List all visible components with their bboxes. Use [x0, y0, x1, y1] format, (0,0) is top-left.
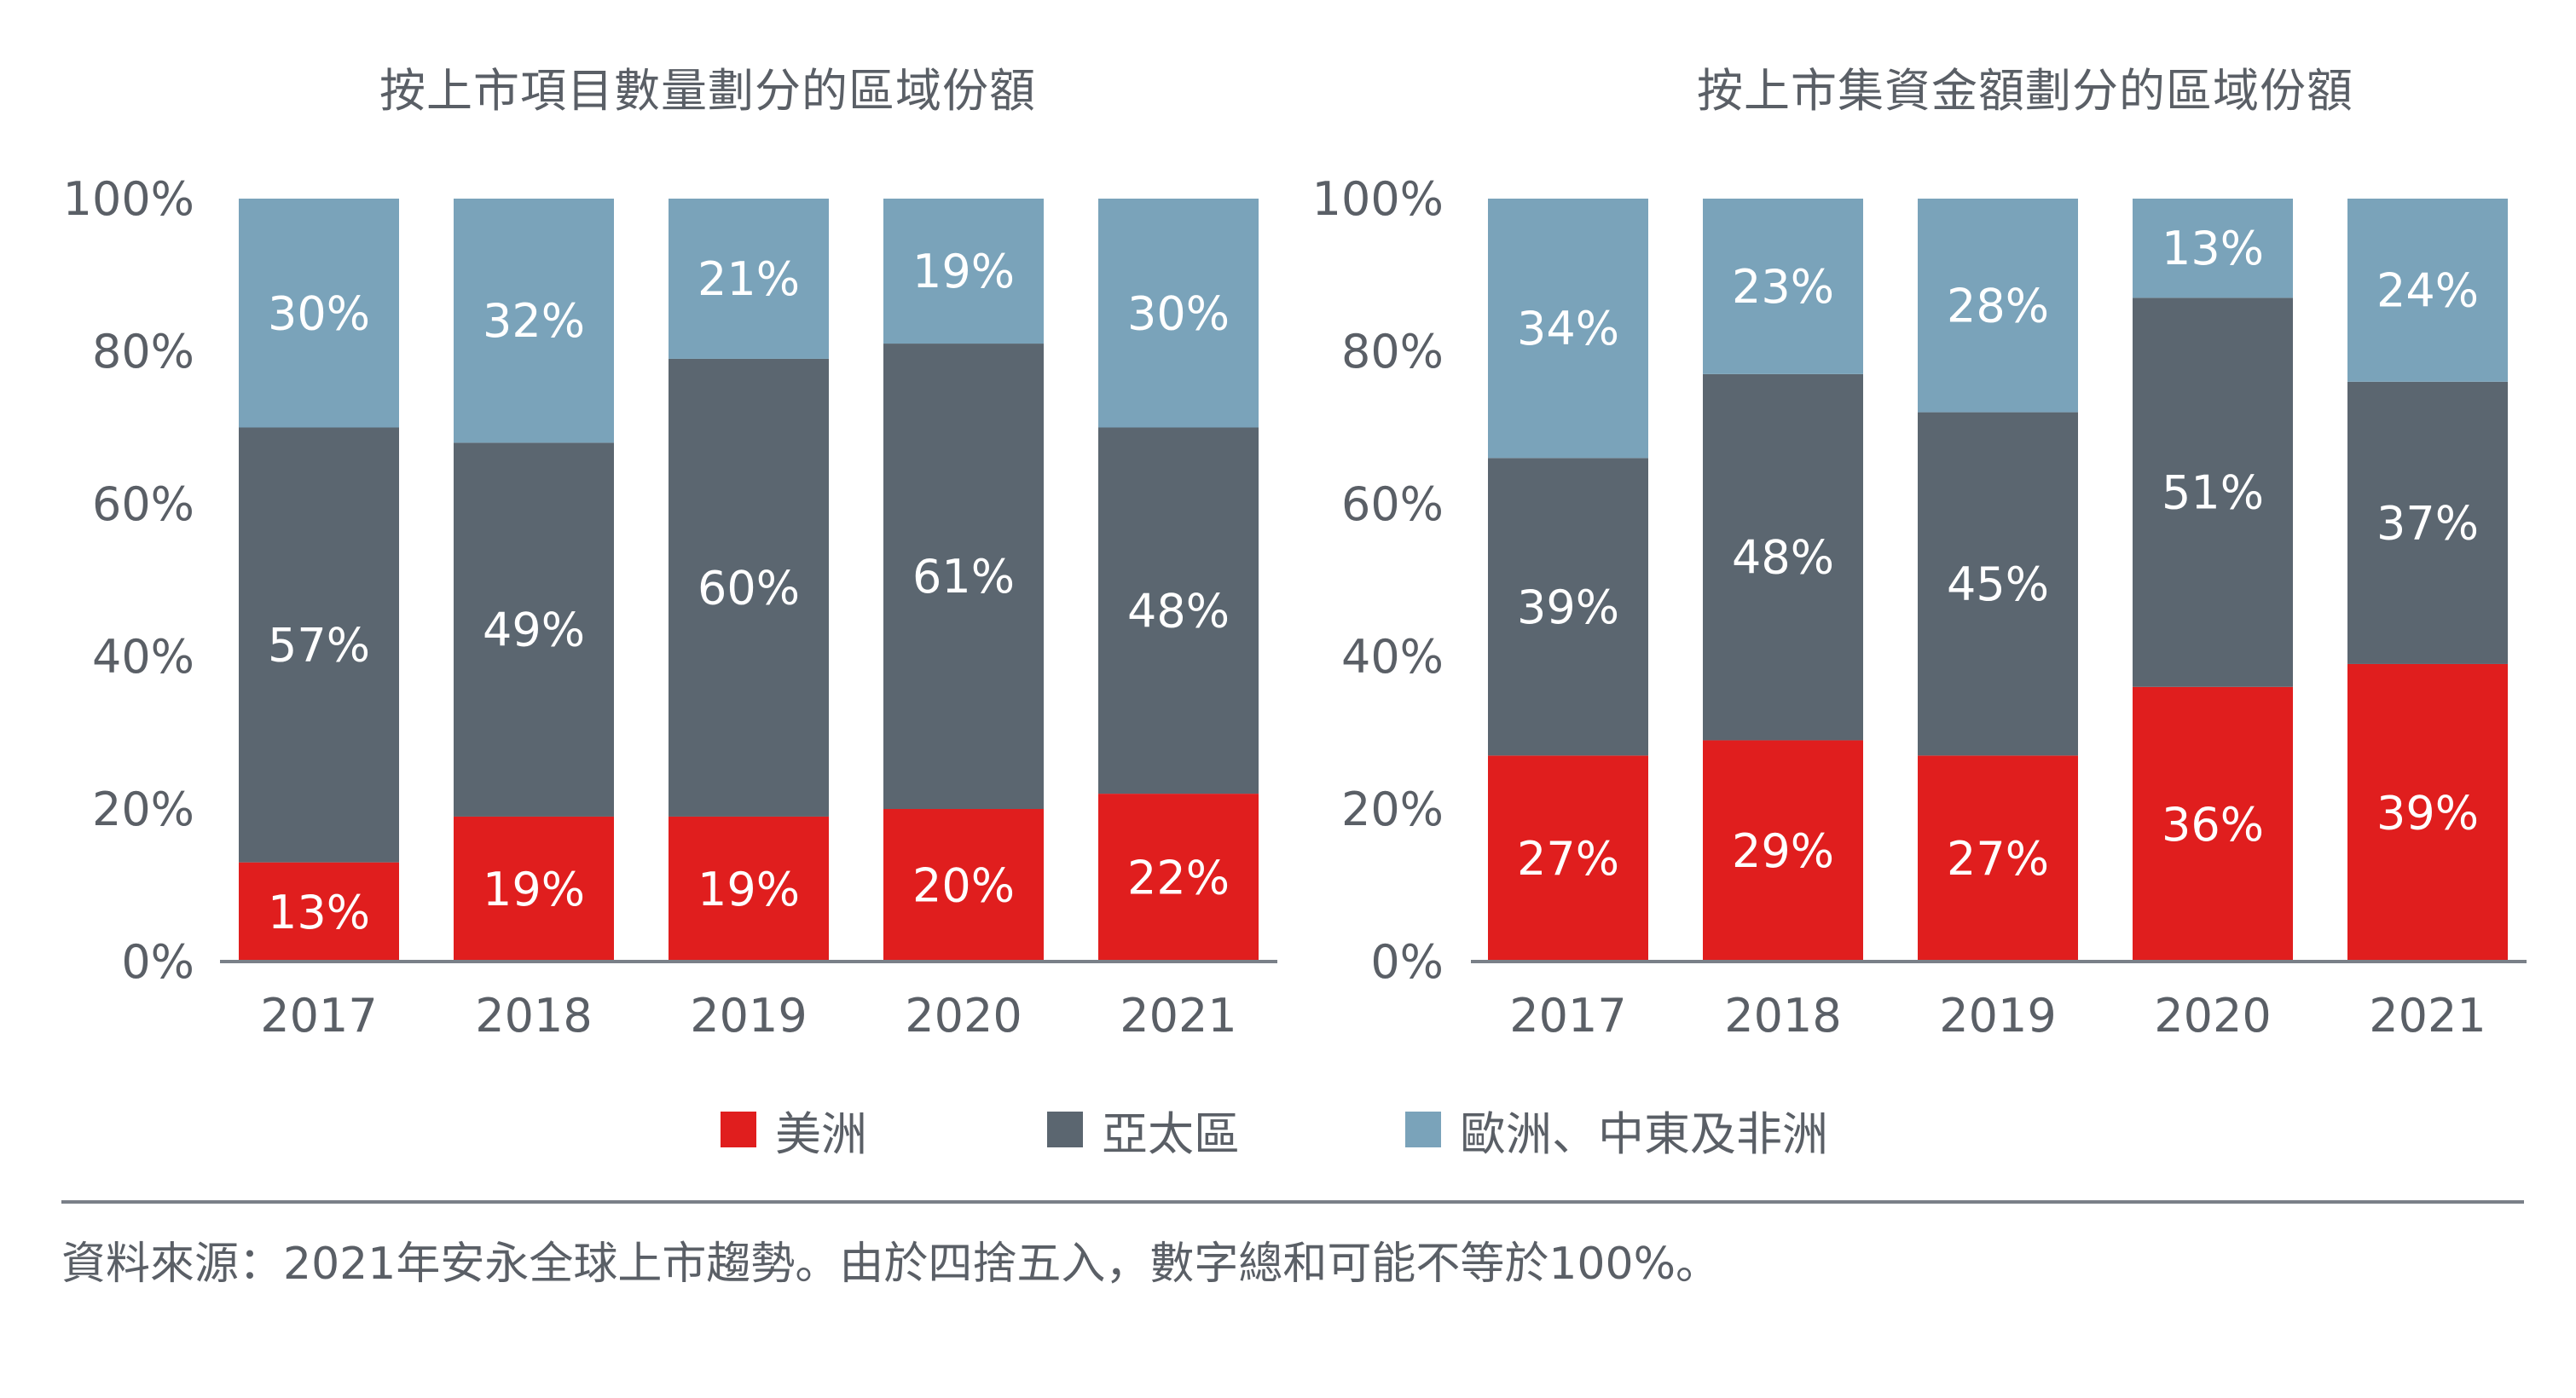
legend-label-emeia: 歐洲、中東及非洲: [1460, 1106, 1828, 1161]
chart1-bar-apac: [454, 442, 614, 817]
chart2-data-label-emeia: 34%: [1517, 302, 1619, 355]
legend-swatch-apac: [1047, 1112, 1083, 1147]
chart-title-count: 按上市項目數量劃分的區域份額: [379, 64, 1036, 118]
chart2-bar-apac: [2347, 381, 2508, 664]
chart2-data-label-americas: 29%: [1732, 824, 1834, 878]
chart2-bar-americas: [2347, 663, 2508, 962]
chart1-bar-apac: [1098, 427, 1259, 794]
chart1-data-label-apac: 60%: [698, 561, 800, 615]
chart2-bar-emeia: [1488, 199, 1648, 459]
legend-swatch-americas: [721, 1112, 756, 1147]
chart2-y-tick: 0%: [1370, 935, 1444, 989]
chart1-data-label-americas: 13%: [268, 886, 370, 939]
chart2-bar-emeia: [1703, 199, 1863, 374]
chart1-bar-apac: [669, 358, 829, 817]
chart1-y-tick: 80%: [92, 325, 194, 378]
chart1-data-label-americas: 19%: [483, 863, 585, 916]
chart2-data-label-americas: 36%: [2162, 798, 2264, 852]
chart1-x-tick: 2019: [690, 989, 807, 1043]
legend-item-emeia: 歐洲、中東及非洲: [1405, 1100, 1828, 1161]
chart1-data-label-americas: 22%: [1127, 852, 1230, 905]
chart1-bar-emeia: [454, 199, 614, 443]
chart2-data-label-emeia: 24%: [2376, 263, 2479, 317]
chart1-x-tick: 2018: [475, 989, 592, 1043]
chart1-x-tick: 2020: [905, 989, 1022, 1043]
chart1-bar-emeia: [239, 199, 399, 428]
footer-divider: [61, 1200, 2524, 1204]
chart2-data-label-apac: 48%: [1732, 531, 1834, 585]
chart-title-amount: 按上市集資金額劃分的區域份額: [1697, 64, 2353, 118]
chart2-data-label-emeia: 28%: [1947, 279, 2049, 332]
chart1-x-tick: 2021: [1120, 989, 1236, 1043]
chart2-bar-emeia: [2347, 199, 2508, 382]
chart2-data-label-americas: 39%: [2376, 786, 2479, 840]
chart2-y-tick: 20%: [1341, 783, 1444, 836]
chart2-bar-americas: [1918, 755, 2078, 962]
chart2-bar-americas: [1703, 740, 1863, 962]
chart1-bar-emeia: [669, 199, 829, 359]
legend-label-americas: 美洲: [775, 1106, 867, 1161]
chart1-y-tick: 40%: [92, 630, 194, 684]
chart1-data-label-americas: 19%: [698, 863, 800, 916]
chart2-y-tick: 80%: [1341, 325, 1444, 378]
chart1-y-tick: 100%: [63, 172, 194, 226]
chart2-bar-apac: [1703, 373, 1863, 741]
chart1-x-tick: 2017: [260, 989, 377, 1043]
chart1-bar-emeia: [1098, 199, 1259, 428]
chart1-data-label-apac: 57%: [268, 619, 370, 673]
chart2-y-tick: 100%: [1312, 172, 1444, 226]
legend-swatch-emeia: [1405, 1112, 1441, 1147]
chart2-data-label-apac: 45%: [1947, 557, 2049, 611]
chart2-bar-apac: [1918, 412, 2078, 756]
chart1-data-label-emeia: 30%: [268, 286, 370, 340]
chart1-data-label-emeia: 21%: [698, 252, 800, 306]
legend-label-apac: 亞太區: [1102, 1106, 1240, 1161]
chart1-bar-apac: [883, 344, 1044, 809]
chart2-data-label-americas: 27%: [1947, 832, 2049, 886]
chart2-data-label-apac: 51%: [2162, 466, 2264, 520]
legend-item-americas: 美洲: [721, 1100, 867, 1161]
chart2-x-tick: 2019: [1939, 989, 2056, 1043]
chart2-x-tick: 2020: [2154, 989, 2271, 1043]
chart1-bar-americas: [1098, 794, 1259, 962]
chart2-x-tick: 2018: [1724, 989, 1841, 1043]
chart2-bar-apac: [2133, 298, 2293, 687]
chart2-bar-americas: [1488, 755, 1648, 962]
chart1-data-label-americas: 20%: [912, 859, 1015, 913]
chart2-x-tick: 2017: [1509, 989, 1626, 1043]
chart1-bar-americas: [454, 816, 614, 962]
chart2-y-tick: 60%: [1341, 477, 1444, 531]
chart1-bar-apac: [239, 427, 399, 863]
chart1-bar-emeia: [883, 199, 1044, 344]
chart2-data-label-americas: 27%: [1517, 832, 1619, 886]
legend-item-apac: 亞太區: [1047, 1100, 1240, 1161]
chart1-data-label-apac: 61%: [912, 550, 1015, 604]
chart1-data-label-emeia: 32%: [483, 294, 585, 348]
chart1-bar-americas: [239, 862, 399, 962]
chart2-data-label-emeia: 23%: [1732, 260, 1834, 314]
chart1-y-tick: 0%: [121, 935, 194, 989]
chart1-y-tick: 60%: [92, 477, 194, 531]
chart2-bar-americas: [2133, 686, 2293, 962]
chart2-data-label-emeia: 13%: [2162, 222, 2264, 275]
chart1-data-label-emeia: 30%: [1127, 286, 1230, 340]
chart2-data-label-apac: 39%: [1517, 581, 1619, 634]
chart1-bar-americas: [669, 816, 829, 962]
chart1-y-tick: 20%: [92, 783, 194, 836]
chart1-data-label-apac: 49%: [483, 604, 585, 657]
chart1-data-label-apac: 48%: [1127, 584, 1230, 638]
chart1-bar-americas: [883, 809, 1044, 962]
chart2-data-label-apac: 37%: [2376, 496, 2479, 550]
chart2-bar-emeia: [2133, 199, 2293, 298]
source-note: 資料來源：2021年安永全球上市趨勢。由於四捨五入，數字總和可能不等於100%。: [61, 1239, 1720, 1290]
chart2-bar-emeia: [1918, 199, 2078, 413]
chart2-y-tick: 40%: [1341, 630, 1444, 684]
charts-canvas: 0% 20% 40% 60% 80% 100% 13% 57% 30% 2017 19% 49% 32%…: [63, 172, 2527, 1043]
chart1-data-label-emeia: 19%: [912, 245, 1015, 298]
chart2-bar-apac: [1488, 458, 1648, 756]
chart2-x-tick: 2021: [2369, 989, 2486, 1043]
